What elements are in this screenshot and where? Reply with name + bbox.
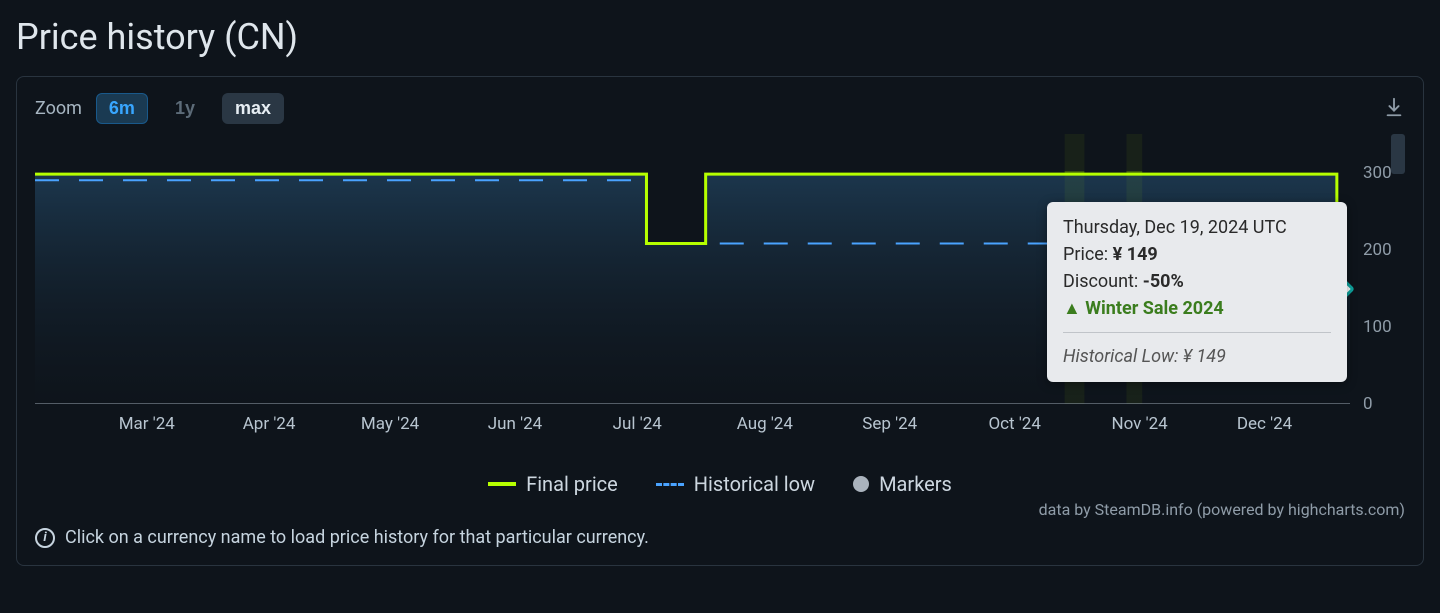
x-tick-label: Aug '24: [737, 414, 793, 434]
legend-markers[interactable]: Markers: [853, 472, 952, 496]
y-tick-label: 300: [1353, 163, 1405, 183]
zoom-max-button[interactable]: max: [222, 93, 284, 124]
hint-row: i Click on a currency name to load price…: [35, 527, 1405, 548]
chart-tooltip: Thursday, Dec 19, 2024 UTC Price: ¥ 149 …: [1047, 202, 1347, 382]
legend-final-price[interactable]: Final price: [488, 472, 618, 496]
legend-historical-low[interactable]: Historical low: [656, 472, 815, 496]
chart-controls: Zoom 6m 1y max: [35, 93, 1405, 124]
download-icon[interactable]: [1383, 96, 1405, 122]
legend-final-swatch: [488, 482, 516, 486]
tooltip-sale: ▲ Winter Sale 2024: [1063, 295, 1331, 322]
zoom-6m-button[interactable]: 6m: [96, 93, 148, 124]
tooltip-price-label: Price:: [1063, 244, 1108, 265]
legend-hist-swatch: [656, 483, 684, 486]
x-tick-label: Apr '24: [243, 414, 296, 434]
x-tick-label: Jun '24: [488, 414, 542, 434]
tooltip-discount-value: -50%: [1143, 271, 1184, 292]
chart-plot[interactable]: Thursday, Dec 19, 2024 UTC Price: ¥ 149 …: [35, 134, 1405, 434]
legend-markers-swatch: [853, 476, 869, 492]
x-tick-label: Sep '24: [862, 414, 917, 434]
legend-markers-label: Markers: [879, 472, 952, 496]
x-tick-label: Dec '24: [1237, 414, 1292, 434]
tooltip-date: Thursday, Dec 19, 2024 UTC: [1063, 214, 1331, 241]
y-tick-label: 100: [1353, 317, 1405, 337]
x-tick-label: Oct '24: [988, 414, 1040, 434]
tooltip-discount-label: Discount:: [1063, 271, 1138, 292]
tooltip-historical-low: Historical Low: ¥ 149: [1063, 343, 1331, 370]
legend-hist-label: Historical low: [694, 472, 815, 496]
chart-credit: data by SteamDB.info (powered by highcha…: [35, 500, 1405, 519]
tooltip-price-value: ¥ 149: [1113, 244, 1158, 265]
y-tick-label: 200: [1353, 240, 1405, 260]
info-icon: i: [35, 528, 55, 548]
page-title: Price history (CN): [16, 16, 1424, 58]
zoom-label: Zoom: [35, 98, 82, 119]
y-tick-label: 0: [1353, 394, 1405, 414]
legend-final-label: Final price: [526, 472, 618, 496]
x-tick-label: Nov '24: [1111, 414, 1167, 434]
zoom-1y-button[interactable]: 1y: [162, 93, 208, 124]
zoom-group: Zoom 6m 1y max: [35, 93, 284, 124]
x-tick-label: Jul '24: [613, 414, 662, 434]
hint-text: Click on a currency name to load price h…: [65, 527, 649, 548]
x-tick-label: Mar '24: [119, 414, 175, 434]
x-tick-label: May '24: [361, 414, 419, 434]
chart-panel: Zoom 6m 1y max Thursday, Dec 19, 2: [16, 76, 1424, 566]
chart-legend: Final price Historical low Markers: [35, 472, 1405, 496]
